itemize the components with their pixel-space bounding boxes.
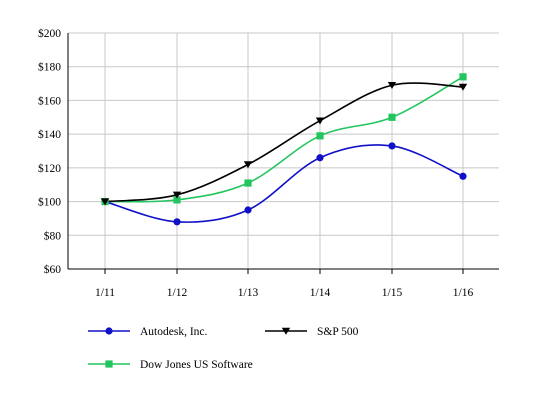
y-tick-label: $80 — [44, 229, 62, 242]
series-line — [104, 82, 464, 203]
y-tick-label: $120 — [38, 162, 61, 175]
x-tick-label: 1/15 — [382, 287, 403, 299]
legend-marker — [281, 327, 291, 335]
legend-marker — [105, 327, 113, 335]
y-tick-label: $60 — [44, 263, 62, 276]
data-point — [173, 196, 181, 204]
y-tick-label: $100 — [38, 196, 61, 209]
data-point — [173, 218, 181, 226]
data-point — [243, 161, 253, 169]
data-point — [315, 117, 325, 125]
axes: $60 $80 $100 $120 $140 $160 $180 $200 1/11 1/12 1/… — [38, 27, 499, 299]
y-tick-label: $160 — [38, 94, 61, 107]
x-tick-label: 1/16 — [453, 287, 474, 299]
x-tick-label: 1/14 — [310, 287, 331, 299]
y-tick-label: $140 — [38, 128, 61, 141]
y-tick-label: $200 — [38, 27, 61, 40]
y-tick-label: $180 — [38, 61, 61, 74]
legend-label: S&P 500 — [317, 326, 359, 338]
data-point — [100, 198, 110, 206]
data-point — [458, 83, 468, 91]
data-point — [459, 172, 467, 180]
legend-label: Dow Jones US Software — [140, 359, 253, 371]
series-line — [104, 76, 464, 203]
series-lines — [104, 76, 464, 223]
x-tick-label: 1/11 — [95, 287, 115, 299]
data-point — [172, 191, 182, 199]
data-point — [388, 142, 396, 150]
data-point — [316, 154, 324, 162]
series-markers — [100, 73, 468, 226]
data-point — [316, 132, 324, 140]
legend: Autodesk, Inc. S&P 500 Dow Jones US Softwa… — [88, 326, 359, 371]
legend-label: Autodesk, Inc. — [140, 326, 208, 338]
legend-marker — [105, 360, 113, 368]
x-tick-label: 1/13 — [238, 287, 259, 299]
data-point — [388, 113, 396, 121]
data-point — [244, 206, 252, 214]
x-tick-label: 1/12 — [167, 287, 188, 299]
data-point — [244, 179, 252, 187]
data-point — [387, 82, 397, 90]
data-point — [459, 73, 467, 81]
grid — [68, 32, 499, 270]
series-line — [104, 144, 464, 223]
